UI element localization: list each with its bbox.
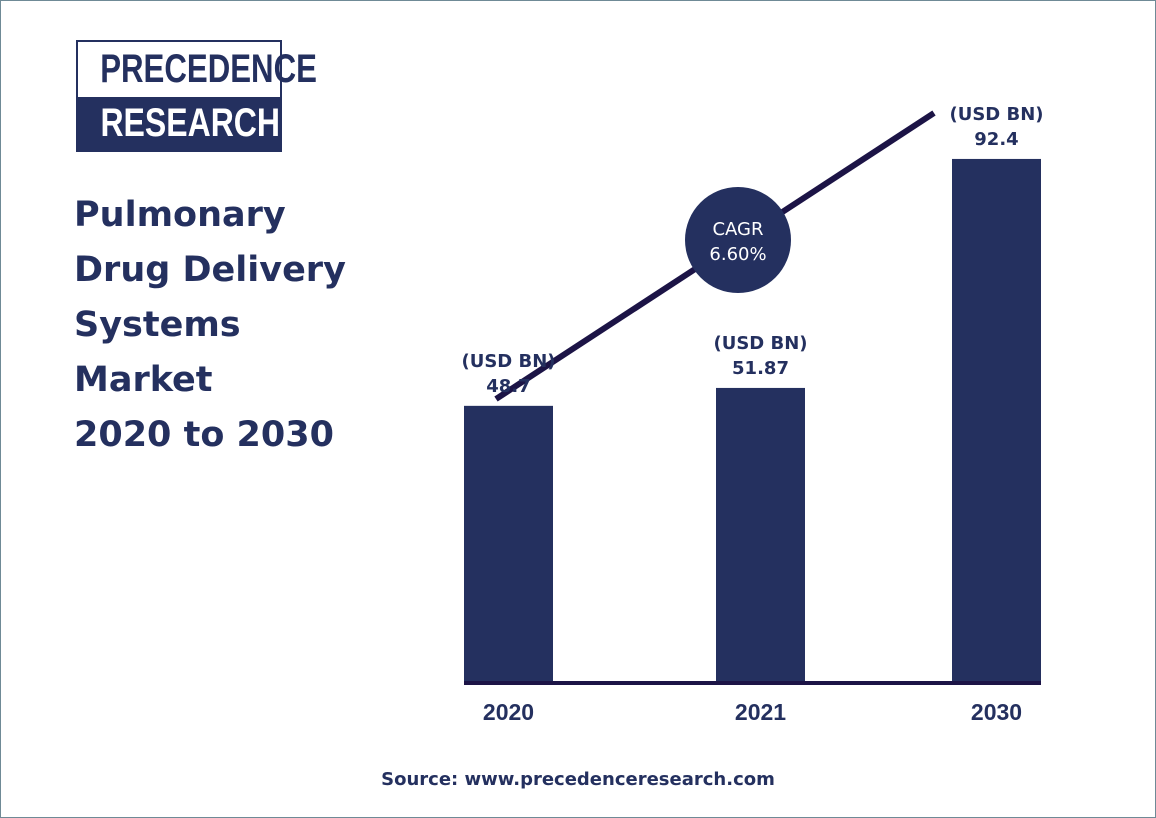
cagr-bubble (685, 187, 791, 293)
precedence-research-logo: PRECEDENCE RESEARCH (76, 40, 317, 152)
title-line-2: Drug Delivery (74, 250, 346, 290)
logo-line-2: RESEARCH (100, 101, 281, 145)
bar-value-label-2030: 92.4 (974, 129, 1018, 150)
logo-line-2-band: RESEARCH (78, 97, 280, 150)
x-tick-label-2020: 2020 (483, 699, 534, 725)
chart-title: Pulmonary Drug Delivery Systems Market 2… (74, 188, 414, 463)
x-tick-label-2021: 2021 (735, 699, 786, 725)
bar-unit-label-2030: (USD BN) (949, 104, 1043, 125)
title-line-5: 2020 to 2030 (74, 415, 334, 455)
bar-unit-label-2021: (USD BN) (713, 333, 807, 354)
bar-unit-label-2020: (USD BN) (461, 351, 555, 372)
source-credit: Source: www.precedenceresearch.com (381, 769, 775, 790)
x-tick-label-2030: 2030 (971, 699, 1022, 725)
title-line-3: Systems (74, 305, 241, 345)
bar-value-label-2020: 48.7 (486, 376, 530, 397)
title-line-1: Pulmonary (74, 195, 286, 235)
title-line-4: Market (74, 360, 213, 400)
bar-2021 (716, 387, 805, 681)
cagr-value: 6.60% (709, 244, 766, 265)
bar-2020 (464, 405, 553, 681)
bar-value-label-2021: 51.87 (732, 358, 789, 379)
cagr-label: CAGR (712, 219, 763, 240)
bar-2030 (952, 158, 1041, 681)
